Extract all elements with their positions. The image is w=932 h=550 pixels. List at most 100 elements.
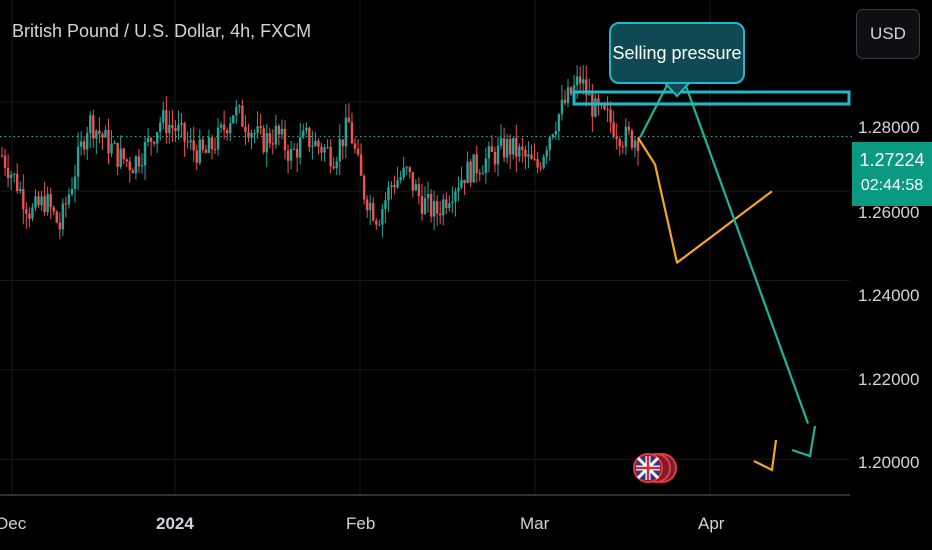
- candle-body: [582, 79, 585, 84]
- candle-body: [89, 115, 92, 134]
- candle-body: [0, 155, 4, 157]
- candle-body: [384, 200, 387, 210]
- candle-body: [280, 128, 284, 135]
- candle-body: [439, 213, 442, 216]
- candle-body: [551, 134, 554, 138]
- candle-body: [259, 126, 262, 129]
- candle-body: [186, 141, 189, 143]
- candle-body: [381, 209, 384, 225]
- candle-body: [442, 199, 445, 216]
- candle-body: [122, 148, 125, 160]
- candle-body: [597, 98, 600, 106]
- candle-body: [594, 98, 597, 117]
- candle-body: [104, 129, 107, 138]
- candle-body: [478, 173, 481, 175]
- gridlines: [0, 0, 852, 496]
- candle-body: [387, 187, 390, 201]
- candle-body: [575, 76, 579, 86]
- candle-body: [289, 148, 293, 161]
- y-tick-label: 1.24000: [858, 286, 920, 305]
- candle-body: [369, 203, 372, 211]
- candle-body: [3, 155, 7, 168]
- candle-body: [603, 103, 606, 109]
- teal-arrowhead: [791, 425, 817, 458]
- candle-body: [536, 159, 539, 168]
- bar-countdown: 02:44:58: [860, 177, 924, 194]
- candle-body: [445, 199, 448, 209]
- candle-body: [320, 146, 323, 153]
- candle-body: [107, 129, 110, 154]
- candle-body: [405, 167, 408, 169]
- candle-body: [432, 201, 436, 217]
- current-price-tag: 1.27224 02:44:58: [852, 142, 932, 206]
- selling-pressure-callout: Selling pressure: [609, 22, 745, 84]
- candle-body: [548, 137, 551, 151]
- candle-body: [308, 127, 311, 147]
- candle-body: [359, 154, 363, 176]
- candle-body: [49, 194, 52, 208]
- candle-body: [502, 138, 506, 158]
- orange-projection-path: [637, 137, 773, 264]
- candle-body: [417, 184, 421, 196]
- candle-body: [79, 141, 83, 147]
- candle-body: [508, 139, 512, 155]
- candle-body: [457, 187, 460, 192]
- candle-body: [241, 105, 244, 127]
- x-tick-label: Apr: [698, 514, 725, 533]
- currency-button[interactable]: USD: [856, 9, 920, 59]
- candle-body: [131, 170, 135, 174]
- candle-body: [448, 203, 451, 209]
- candle-body: [143, 142, 147, 166]
- current-price: 1.27224: [859, 150, 925, 170]
- candle-body: [341, 139, 345, 147]
- candle-body: [493, 151, 497, 165]
- candle-body: [140, 165, 144, 167]
- y-tick-label: 1.20000: [858, 453, 920, 472]
- candle-body: [530, 154, 533, 159]
- candle-body: [411, 172, 415, 191]
- candle-body: [31, 207, 34, 219]
- candle-body: [329, 146, 332, 167]
- candle-body: [305, 127, 308, 131]
- candle-body: [515, 137, 518, 157]
- candle-body: [618, 138, 621, 147]
- candle-body: [335, 161, 338, 169]
- candle-body: [82, 141, 86, 150]
- candle-body: [481, 172, 485, 175]
- x-tick-label: Feb: [346, 514, 376, 533]
- candle-body: [198, 139, 201, 163]
- y-tick-label: 1.26000: [858, 203, 920, 222]
- candle-body: [219, 124, 223, 128]
- candle-body: [16, 173, 19, 192]
- candle-body: [265, 133, 268, 153]
- candle-body: [73, 176, 77, 189]
- candle-body: [554, 131, 558, 135]
- candle-body: [326, 146, 329, 148]
- candle-body: [314, 140, 317, 146]
- candle-body: [61, 203, 65, 230]
- candle-body: [12, 173, 16, 175]
- x-tick-label: Dec: [0, 514, 27, 533]
- x-tick-label: 2024: [156, 514, 194, 533]
- candle-body: [378, 224, 381, 226]
- candle-body: [250, 133, 253, 138]
- candle-body: [253, 132, 256, 134]
- candle-body: [201, 139, 205, 150]
- candle-body: [429, 194, 433, 217]
- candle-body: [399, 177, 402, 181]
- candle-body: [292, 148, 296, 150]
- candle-body: [585, 79, 588, 96]
- candle-body: [311, 145, 314, 147]
- candle-body: [159, 122, 162, 133]
- candle-body: [174, 127, 177, 131]
- candle-body: [539, 167, 542, 169]
- candle-body: [46, 194, 49, 213]
- candle-body: [295, 148, 299, 158]
- candle-body: [180, 123, 183, 125]
- candle-body: [101, 134, 104, 138]
- candle-body: [116, 142, 119, 167]
- candle-body: [274, 125, 278, 145]
- candle-body: [612, 122, 615, 137]
- candle-body: [533, 158, 536, 160]
